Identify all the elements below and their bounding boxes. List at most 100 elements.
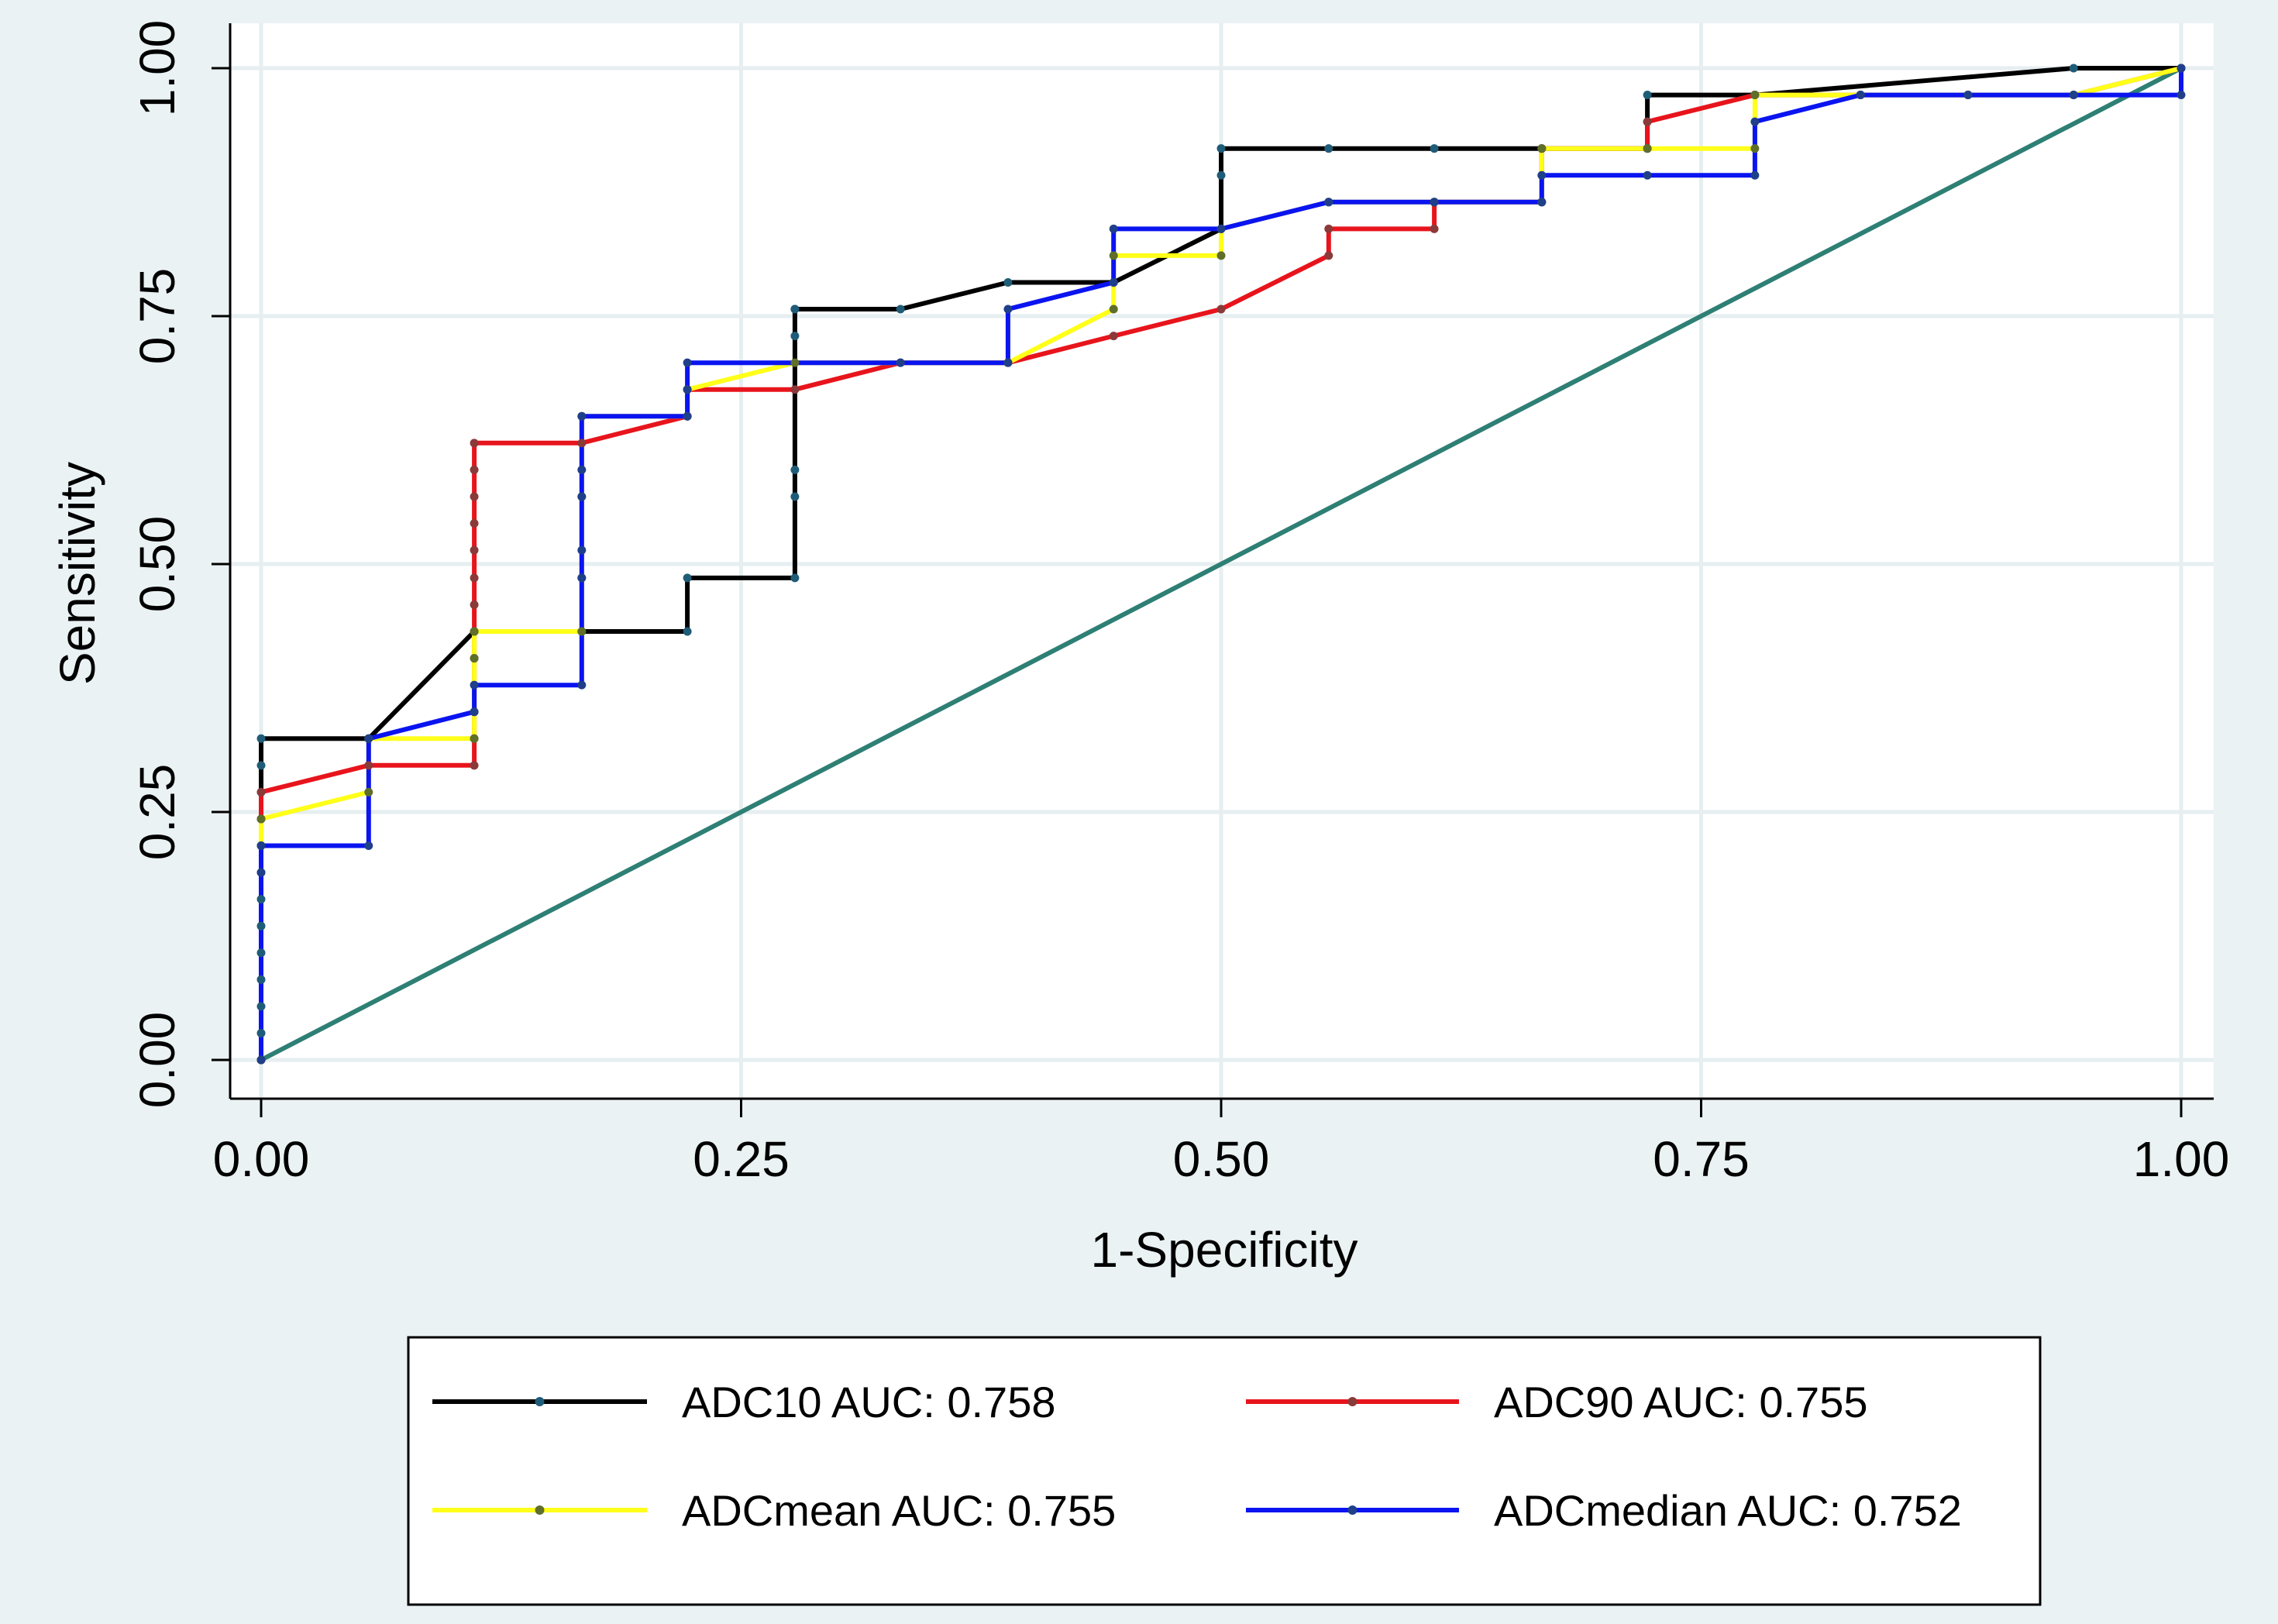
series-1-point bbox=[896, 304, 905, 314]
series-2-point bbox=[1643, 117, 1652, 126]
series-4-point bbox=[577, 573, 587, 583]
series-4-point bbox=[470, 680, 479, 690]
series-1-point bbox=[256, 761, 266, 770]
series-4-point bbox=[683, 358, 692, 367]
series-4-point bbox=[1003, 304, 1013, 314]
series-4-point bbox=[470, 707, 479, 717]
series-1-point bbox=[790, 465, 800, 474]
legend-label-3: ADCmean AUC: 0.755 bbox=[682, 1486, 1116, 1535]
series-1-point bbox=[683, 627, 692, 636]
series-4-point bbox=[683, 385, 692, 394]
series-3-point bbox=[1750, 91, 1760, 100]
y-tick-label: 0.75 bbox=[129, 268, 185, 365]
legend-marker-3 bbox=[535, 1505, 545, 1515]
series-2-point bbox=[577, 439, 587, 448]
series-1-point bbox=[256, 734, 266, 743]
x-tick-label: 1.00 bbox=[2133, 1131, 2230, 1187]
series-2-point bbox=[470, 439, 479, 448]
series-4-point bbox=[256, 841, 266, 851]
x-axis-label: 1-Specificity bbox=[1091, 1222, 1358, 1278]
series-4-point bbox=[1750, 170, 1760, 180]
y-tick-label: 0.25 bbox=[129, 764, 185, 861]
series-3-point bbox=[364, 787, 373, 797]
series-1-point bbox=[1643, 91, 1652, 100]
series-3-point bbox=[256, 814, 266, 824]
series-1-point bbox=[256, 948, 266, 958]
series-4-point bbox=[1109, 277, 1118, 287]
series-4-point bbox=[896, 358, 905, 367]
y-tick-label: 1.00 bbox=[129, 20, 185, 117]
series-2-point bbox=[470, 545, 479, 555]
series-4-point bbox=[2176, 91, 2186, 100]
legend-marker-4 bbox=[1347, 1505, 1358, 1515]
series-1-point bbox=[1216, 170, 1226, 180]
series-1-point bbox=[790, 304, 800, 314]
series-1-point bbox=[790, 573, 800, 583]
series-4-point bbox=[364, 841, 373, 851]
series-2-point bbox=[470, 492, 479, 501]
series-1-point bbox=[1430, 144, 1439, 153]
legend-label-4: ADCmedian AUC: 0.752 bbox=[1494, 1486, 1962, 1535]
series-4-point bbox=[1537, 170, 1547, 180]
series-4-point bbox=[577, 492, 587, 501]
series-4-point bbox=[577, 465, 587, 474]
series-2-point bbox=[470, 573, 479, 583]
series-4-point bbox=[256, 1055, 266, 1065]
series-3-point bbox=[470, 734, 479, 743]
series-4-point bbox=[1537, 198, 1547, 207]
series-1-point bbox=[256, 921, 266, 931]
series-2-point bbox=[1430, 224, 1439, 233]
series-3-point bbox=[790, 358, 800, 367]
series-3-point bbox=[1109, 251, 1118, 260]
series-1-point bbox=[790, 492, 800, 501]
series-3-point bbox=[1109, 304, 1118, 314]
series-1-point bbox=[256, 895, 266, 904]
y-axis-label: Sensitivity bbox=[50, 462, 105, 685]
series-4-point bbox=[1003, 358, 1013, 367]
series-1-point bbox=[1003, 277, 1013, 287]
reference-line bbox=[260, 66, 2183, 1062]
x-tick-label: 0.00 bbox=[213, 1131, 310, 1187]
series-4-point bbox=[577, 545, 587, 555]
legend-label-1: ADC10 AUC: 0.758 bbox=[682, 1378, 1055, 1426]
series-3-point bbox=[577, 627, 587, 636]
series-4-point bbox=[1963, 91, 1973, 100]
series-3-point bbox=[470, 654, 479, 663]
series-4-point bbox=[1324, 198, 1333, 207]
series-2-point bbox=[470, 519, 479, 528]
x-tick-label: 0.75 bbox=[1653, 1131, 1750, 1187]
series-4-point bbox=[2069, 91, 2078, 100]
series-3-point bbox=[1216, 251, 1226, 260]
series-3-point bbox=[1750, 144, 1760, 153]
series-1-point bbox=[256, 1002, 266, 1011]
series-3-point bbox=[1643, 144, 1652, 153]
legend-marker-2 bbox=[1347, 1397, 1358, 1406]
series-3-point bbox=[470, 627, 479, 636]
series-2-point bbox=[364, 761, 373, 770]
series-4-point bbox=[683, 411, 692, 421]
legend-marker-1 bbox=[535, 1397, 545, 1406]
series-4-point bbox=[1216, 224, 1226, 233]
y-tick-label: 0.50 bbox=[129, 516, 185, 613]
series-2-point bbox=[1216, 304, 1226, 314]
series-3-point bbox=[1537, 144, 1547, 153]
series-1-point bbox=[2069, 64, 2078, 73]
series-2-point bbox=[1324, 224, 1333, 233]
series-1-point bbox=[256, 1028, 266, 1037]
series-2-point bbox=[1109, 332, 1118, 341]
x-tick-label: 0.25 bbox=[693, 1131, 790, 1187]
series-2-point bbox=[256, 787, 266, 797]
series-4-point bbox=[577, 411, 587, 421]
series-4-point bbox=[1643, 170, 1652, 180]
series-2-point bbox=[470, 600, 479, 609]
series-2-point bbox=[470, 761, 479, 770]
x-tick-label: 0.50 bbox=[1173, 1131, 1270, 1187]
series-1-point bbox=[256, 975, 266, 984]
series-4-point bbox=[1750, 117, 1760, 126]
series-1-point bbox=[1324, 144, 1333, 153]
series-4-point bbox=[364, 734, 373, 743]
series-4-point bbox=[256, 868, 266, 877]
series-4-point bbox=[2176, 64, 2186, 73]
series-4-point bbox=[1109, 224, 1118, 233]
